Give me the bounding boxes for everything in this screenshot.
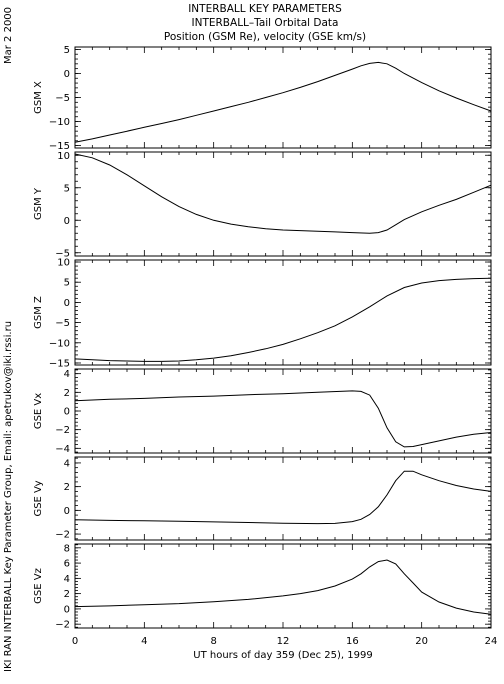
- y-tick-label: 2: [64, 482, 70, 493]
- side-date-label: Mar 2 2000: [3, 7, 14, 64]
- y-tick-label: −4: [55, 444, 70, 455]
- y-tick-label: −2: [55, 425, 70, 436]
- y-axis-label: GSE Vz: [33, 568, 44, 604]
- title-line-3: Position (GSM Re), velocity (GSE km/s): [164, 31, 366, 43]
- panel-2: 10 5 0 −5 GSM Y: [33, 151, 492, 259]
- title-line-2: INTERBALL–Tail Orbital Data: [192, 17, 339, 29]
- panel-1: 5 0 −5 −10 −15 GSM X: [33, 45, 492, 152]
- series-line: [74, 277, 492, 362]
- panels-group: 5 0 −5 −10 −15 GSM X 10 5 0 −5 GSM Y 10 5 0 −5 −10 −15 GS…: [33, 45, 492, 631]
- title-line-1: INTERBALL KEY PARAMETERS: [188, 3, 342, 15]
- series-line: [74, 390, 492, 448]
- y-tick-label: −5: [55, 248, 70, 259]
- x-tick-label: 0: [72, 636, 78, 647]
- series-line: [74, 470, 492, 525]
- x-tick-label: 16: [346, 636, 359, 647]
- y-tick-label: 0: [64, 604, 70, 615]
- panel-3: 10 5 0 −5 −10 −15 GSM Z: [33, 258, 492, 369]
- y-tick-label: 5: [64, 45, 70, 56]
- x-tick-label: 8: [210, 636, 216, 647]
- panel-6: 8 6 4 2 0 −2 GSE Vz: [33, 543, 492, 631]
- y-tick-label: 10: [57, 151, 70, 162]
- y-tick-label: 8: [64, 543, 70, 554]
- y-tick-label: −10: [49, 117, 70, 128]
- y-tick-label: 0: [64, 407, 70, 418]
- y-tick-label: 0: [64, 216, 70, 227]
- side-credit-label: IKI RAN INTERBALL Key Parameter Group, E…: [3, 321, 14, 672]
- y-tick-label: −2: [55, 530, 70, 541]
- series-line: [74, 61, 492, 143]
- x-tick-label: 12: [277, 636, 290, 647]
- y-axis-label: GSM X: [33, 81, 44, 114]
- y-tick-label: 4: [64, 369, 70, 380]
- x-tick-label: 4: [141, 636, 147, 647]
- y-tick-label: −15: [49, 358, 70, 369]
- y-tick-label: 0: [64, 506, 70, 517]
- y-tick-label: 6: [64, 559, 70, 570]
- y-axis-label: GSM Z: [33, 296, 44, 329]
- panel-4: 4 2 0 −2 −4 GSE Vx: [33, 368, 492, 455]
- y-tick-label: 2: [64, 589, 70, 600]
- y-axis-label: GSM Y: [33, 187, 44, 220]
- panel-5: 4 2 0 −2 GSE Vy: [33, 456, 492, 541]
- y-tick-label: −10: [49, 338, 70, 349]
- y-tick-label: 4: [64, 574, 70, 585]
- y-axis-label: GSE Vx: [33, 393, 44, 429]
- y-tick-label: −5: [55, 318, 70, 329]
- y-tick-label: −5: [55, 93, 70, 104]
- y-tick-label: 0: [64, 69, 70, 80]
- y-axis-label: GSE Vy: [33, 480, 44, 516]
- x-axis: 0 4 8 12 16 20 24: [72, 636, 498, 647]
- y-tick-label: −2: [55, 620, 70, 631]
- y-tick-label: 4: [64, 458, 70, 469]
- x-axis-label: UT hours of day 359 (Dec 25), 1999: [193, 650, 372, 661]
- series-line: [74, 153, 492, 234]
- y-tick-label: 5: [64, 183, 70, 194]
- y-tick-label: −15: [49, 141, 70, 152]
- series-line: [74, 559, 492, 615]
- y-tick-label: 5: [64, 278, 70, 289]
- y-tick-label: 10: [57, 258, 70, 269]
- y-tick-label: 0: [64, 298, 70, 309]
- x-tick-label: 24: [485, 636, 498, 647]
- x-tick-label: 20: [415, 636, 428, 647]
- y-tick-label: 2: [64, 388, 70, 399]
